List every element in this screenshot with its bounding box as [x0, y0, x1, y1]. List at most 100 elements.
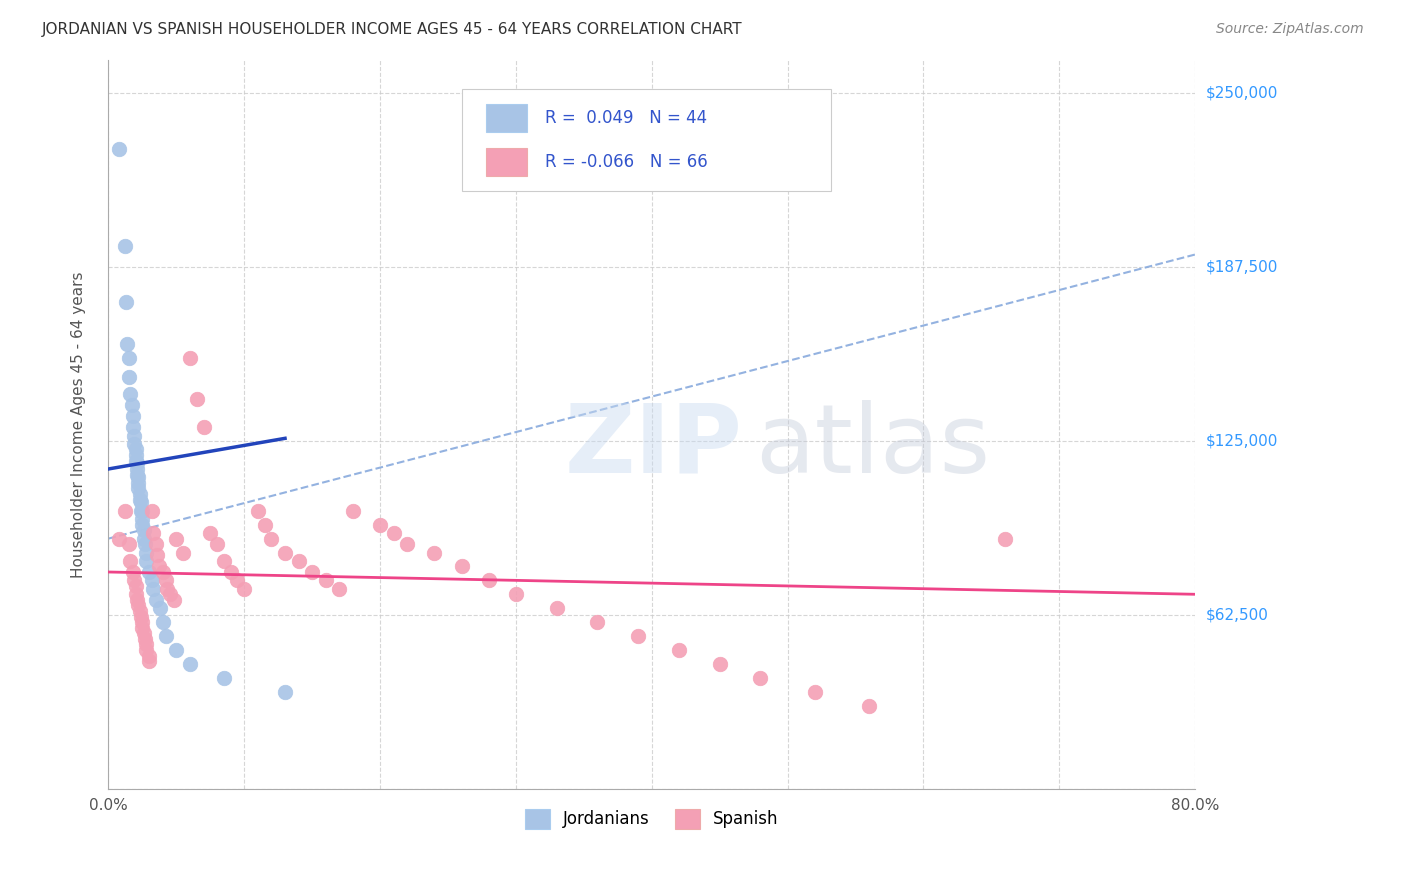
- Point: [125, 467, 148, 482]
- Point: [132, 523, 155, 537]
- Point: [212, 671, 235, 685]
- Point: [108, 532, 131, 546]
- Point: [131, 512, 153, 526]
- Point: [122, 409, 145, 423]
- Point: [287, 554, 309, 568]
- Point: [368, 517, 391, 532]
- Text: $125,000: $125,000: [1206, 434, 1278, 449]
- Point: [142, 526, 165, 541]
- Point: [315, 574, 337, 588]
- Point: [124, 442, 146, 457]
- Point: [131, 517, 153, 532]
- Point: [135, 643, 157, 657]
- Point: [125, 592, 148, 607]
- Point: [145, 592, 167, 607]
- Point: [586, 615, 609, 629]
- Point: [114, 239, 136, 253]
- Point: [122, 565, 145, 579]
- Point: [128, 492, 150, 507]
- Point: [122, 420, 145, 434]
- Point: [172, 545, 194, 559]
- Point: [165, 532, 187, 546]
- Point: [709, 657, 731, 671]
- Point: [186, 392, 208, 407]
- Point: [127, 475, 149, 490]
- Legend: Jordanians, Spanish: Jordanians, Spanish: [519, 802, 786, 836]
- Point: [132, 532, 155, 546]
- Point: [205, 537, 228, 551]
- Point: [131, 621, 153, 635]
- Point: [152, 615, 174, 629]
- Point: [749, 671, 772, 685]
- Point: [121, 398, 143, 412]
- Point: [994, 532, 1017, 546]
- Point: [120, 554, 142, 568]
- Point: [219, 565, 242, 579]
- Point: [134, 632, 156, 646]
- Point: [274, 685, 297, 699]
- Point: [858, 698, 880, 713]
- Point: [200, 526, 222, 541]
- Point: [122, 428, 145, 442]
- Text: R =  0.049   N = 44: R = 0.049 N = 44: [546, 109, 707, 127]
- Point: [159, 587, 181, 601]
- Point: [124, 453, 146, 467]
- Point: [627, 629, 650, 643]
- Point: [114, 504, 136, 518]
- Point: [120, 386, 142, 401]
- Point: [396, 537, 419, 551]
- Point: [118, 370, 141, 384]
- Point: [155, 574, 177, 588]
- Point: [546, 601, 568, 615]
- Point: [226, 574, 249, 588]
- Text: R = -0.066   N = 66: R = -0.066 N = 66: [546, 153, 709, 170]
- Point: [478, 574, 501, 588]
- Point: [301, 565, 323, 579]
- Point: [129, 609, 152, 624]
- Point: [342, 504, 364, 518]
- Point: [127, 470, 149, 484]
- Point: [131, 504, 153, 518]
- Point: [125, 457, 148, 471]
- Point: [274, 545, 297, 559]
- Point: [260, 532, 283, 546]
- Point: [125, 462, 148, 476]
- Point: [128, 604, 150, 618]
- Point: [122, 574, 145, 588]
- Point: [165, 643, 187, 657]
- Point: [155, 629, 177, 643]
- Point: [118, 351, 141, 365]
- Text: $250,000: $250,000: [1206, 86, 1278, 101]
- Point: [124, 579, 146, 593]
- Point: [212, 554, 235, 568]
- Point: [117, 336, 139, 351]
- Bar: [485, 148, 527, 176]
- Point: [505, 587, 527, 601]
- Point: [135, 545, 157, 559]
- Point: [142, 582, 165, 596]
- Point: [141, 574, 163, 588]
- Point: [124, 587, 146, 601]
- Point: [149, 601, 172, 615]
- Point: [152, 565, 174, 579]
- Point: [124, 448, 146, 462]
- Point: [423, 545, 446, 559]
- Point: [115, 294, 138, 309]
- Point: [450, 559, 472, 574]
- Point: [129, 495, 152, 509]
- Point: [118, 537, 141, 551]
- Point: [193, 420, 215, 434]
- Point: [233, 582, 256, 596]
- Point: [127, 482, 149, 496]
- Point: [122, 437, 145, 451]
- Point: [148, 559, 170, 574]
- Point: [141, 504, 163, 518]
- Point: [253, 517, 276, 532]
- Point: [179, 351, 201, 365]
- Point: [668, 643, 690, 657]
- Point: [128, 487, 150, 501]
- Text: JORDANIAN VS SPANISH HOUSEHOLDER INCOME AGES 45 - 64 YEARS CORRELATION CHART: JORDANIAN VS SPANISH HOUSEHOLDER INCOME …: [42, 22, 742, 37]
- Point: [156, 582, 179, 596]
- Text: $187,500: $187,500: [1206, 260, 1278, 275]
- Bar: [485, 104, 527, 132]
